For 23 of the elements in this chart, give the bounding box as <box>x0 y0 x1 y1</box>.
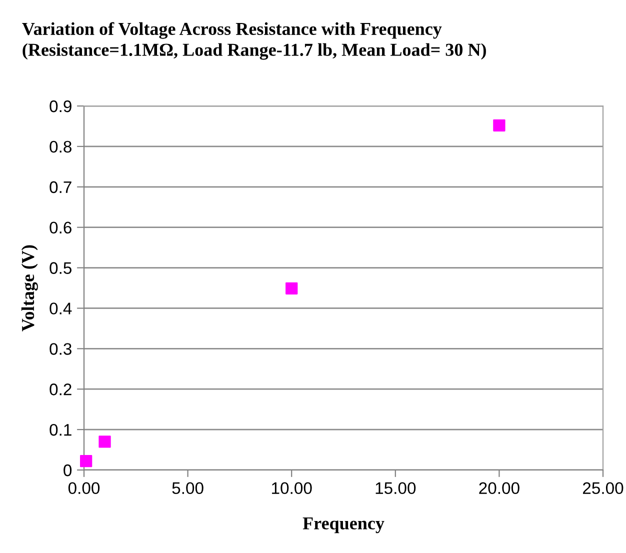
x-axis-title: Frequency <box>302 517 384 534</box>
y-tick-label: 0.8 <box>50 140 72 153</box>
y-axis-title: Voltage (V) <box>21 245 38 332</box>
y-tick-label: 0.3 <box>50 343 72 355</box>
y-tick-label: 0.6 <box>50 222 72 234</box>
y-tick-label: 0.4 <box>50 302 72 314</box>
y-tick-label: 0.5 <box>50 262 72 274</box>
y-tick-label: 0.9 <box>50 100 72 112</box>
x-tick-label: 0.00 <box>68 482 100 494</box>
point <box>80 455 92 468</box>
x-tick-label: 20.00 <box>479 482 520 494</box>
x-tick-label: 25.00 <box>582 482 624 494</box>
x-tick-label: 15.00 <box>376 482 416 494</box>
point <box>98 436 111 448</box>
x-tick-label: 10.00 <box>272 482 312 494</box>
point <box>493 119 506 132</box>
x-tick-label: 5.00 <box>172 482 204 494</box>
point <box>286 282 298 294</box>
y-tick-label: 0.2 <box>50 384 72 396</box>
y-tick-label: 0.1 <box>50 424 72 436</box>
chart-title: Variation of Voltage Across Resistance with Frequency (Resistance=1.1MΩ, Load Range-11.7 lb, Mean Load= 30 N) <box>22 22 486 60</box>
y-tick-label: 0 <box>64 464 72 476</box>
y-tick-label: 0.7 <box>50 181 72 194</box>
